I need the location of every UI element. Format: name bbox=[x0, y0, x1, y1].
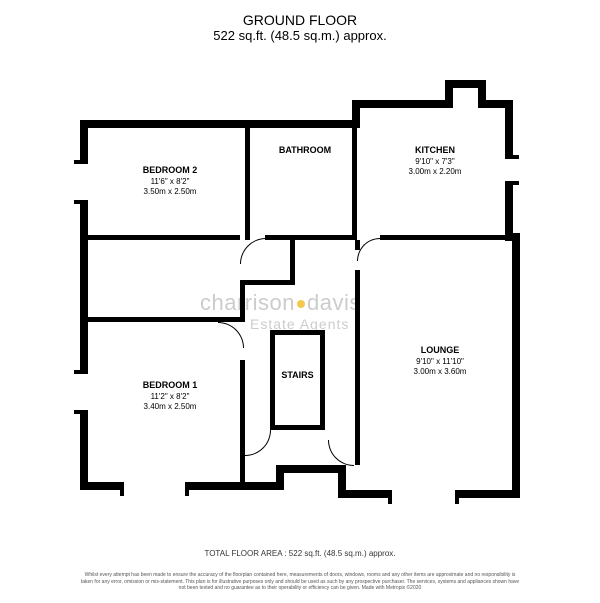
wall bbox=[352, 125, 357, 240]
wall bbox=[270, 330, 325, 335]
wall bbox=[512, 240, 520, 498]
wall bbox=[80, 414, 88, 490]
wall bbox=[80, 120, 88, 160]
room-dim-imperial: 11'6" x 8'2" bbox=[115, 177, 225, 187]
room-name: BEDROOM 2 bbox=[115, 165, 225, 177]
wall bbox=[290, 240, 295, 285]
wall bbox=[74, 370, 88, 374]
wall bbox=[338, 490, 388, 498]
room-name: BEDROOM 1 bbox=[115, 380, 225, 392]
floor-subtitle: 522 sq.ft. (48.5 sq.m.) approx. bbox=[0, 28, 600, 43]
footer-disclaimer: Whilst every attempt has been made to en… bbox=[80, 572, 520, 591]
plan-drawing: charrisondavis Estate Agents bbox=[80, 70, 520, 500]
wall bbox=[85, 235, 240, 240]
watermark-word1: charrison bbox=[200, 290, 295, 315]
wall bbox=[505, 155, 519, 159]
wall bbox=[80, 300, 88, 370]
label-bedroom2: BEDROOM 2 11'6" x 8'2" 3.50m x 2.50m bbox=[115, 165, 225, 197]
wall bbox=[120, 482, 124, 496]
wall bbox=[352, 100, 452, 108]
wall bbox=[380, 235, 510, 240]
label-lounge: LOUNGE 9'10" x 11'10" 3.00m x 3.60m bbox=[380, 345, 500, 377]
wall bbox=[245, 125, 250, 240]
room-name: KITCHEN bbox=[380, 145, 490, 157]
door-arc bbox=[218, 322, 244, 348]
room-name: LOUNGE bbox=[380, 345, 500, 357]
wall bbox=[80, 482, 120, 490]
door-arc bbox=[245, 430, 271, 456]
room-dim-imperial: 9'10" x 11'10" bbox=[380, 357, 500, 367]
watermark-brand: charrison davis bbox=[200, 290, 361, 316]
wall bbox=[240, 360, 245, 485]
wall bbox=[189, 482, 284, 490]
wall bbox=[270, 410, 275, 430]
door-arc bbox=[328, 440, 354, 466]
wall bbox=[388, 490, 392, 504]
wall bbox=[265, 235, 357, 240]
room-name: STAIRS bbox=[275, 370, 320, 382]
footer-total-area: TOTAL FLOOR AREA : 522 sq.ft. (48.5 sq.m… bbox=[0, 549, 600, 558]
wall bbox=[270, 425, 325, 430]
wall bbox=[355, 270, 360, 465]
door-arc bbox=[357, 238, 380, 261]
wall bbox=[80, 240, 88, 300]
wall bbox=[505, 181, 519, 185]
wall bbox=[240, 280, 245, 320]
room-dim-metric: 3.40m x 2.50m bbox=[115, 402, 225, 412]
wall bbox=[276, 465, 346, 473]
room-dim-metric: 3.50m x 2.50m bbox=[115, 187, 225, 197]
wall bbox=[74, 160, 88, 164]
wall bbox=[80, 120, 360, 128]
watermark-accent-dot bbox=[297, 300, 305, 308]
wall bbox=[240, 280, 295, 285]
door-arc bbox=[240, 238, 266, 264]
floorplan-page: GROUND FLOOR 522 sq.ft. (48.5 sq.m.) app… bbox=[0, 0, 600, 603]
label-bathroom: BATHROOM bbox=[265, 145, 345, 157]
label-bedroom1: BEDROOM 1 11'2" x 8'2" 3.40m x 2.50m bbox=[115, 380, 225, 412]
room-dim-imperial: 9'10" x 7'3" bbox=[380, 157, 490, 167]
room-dim-metric: 3.00m x 3.60m bbox=[380, 367, 500, 377]
floor-title: GROUND FLOOR bbox=[0, 12, 600, 29]
watermark-word2: davis bbox=[307, 290, 361, 315]
wall bbox=[459, 490, 520, 498]
wall bbox=[320, 330, 325, 430]
room-name: BATHROOM bbox=[265, 145, 345, 157]
room-dim-imperial: 11'2" x 8'2" bbox=[115, 392, 225, 402]
label-kitchen: KITCHEN 9'10" x 7'3" 3.00m x 2.20m bbox=[380, 145, 490, 177]
room-dim-metric: 3.00m x 2.20m bbox=[380, 167, 490, 177]
label-stairs: STAIRS bbox=[275, 370, 320, 382]
wall bbox=[505, 100, 513, 155]
wall bbox=[505, 185, 513, 240]
